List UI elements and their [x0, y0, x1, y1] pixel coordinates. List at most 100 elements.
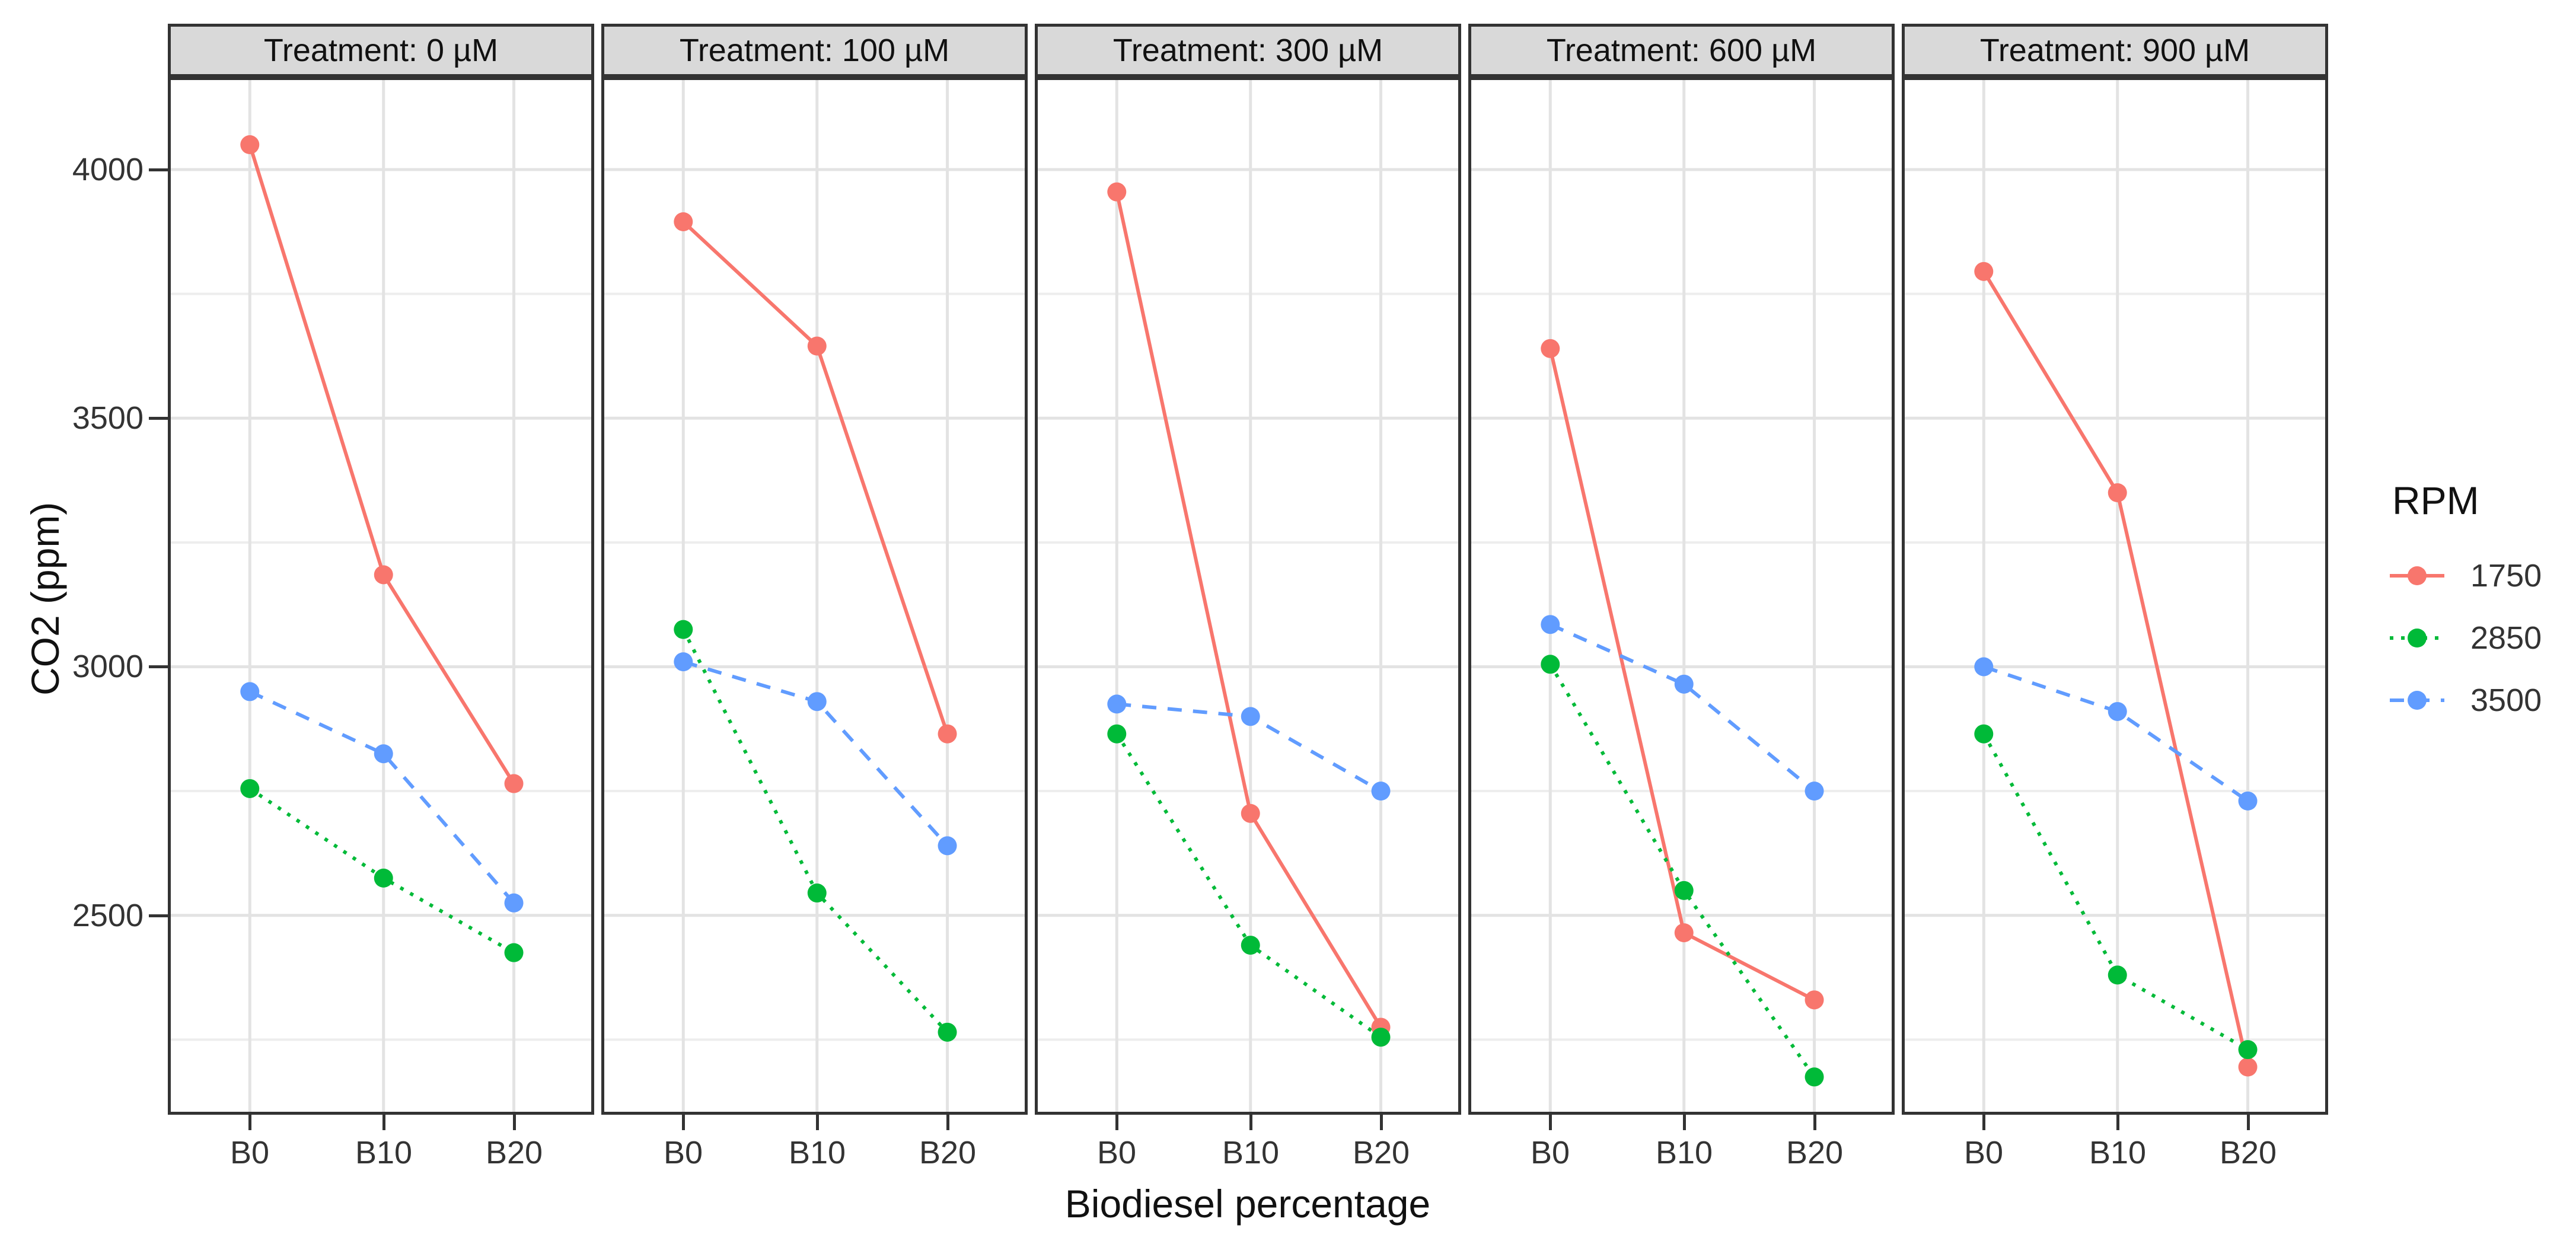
facet-strip: Treatment: 100 µM [601, 24, 1028, 77]
x-tick-label: B0 [1963, 1135, 2004, 1170]
series-line-1750 [682, 220, 949, 735]
legend-entry: 2850 [2384, 607, 2576, 669]
x-tick-mark [2247, 1115, 2250, 1130]
data-point-1750 [2108, 483, 2127, 502]
data-point-2850 [2108, 965, 2127, 985]
data-point-3500 [1674, 674, 1694, 694]
facet-strip: Treatment: 0 µM [168, 24, 594, 77]
data-point-2850 [240, 779, 260, 798]
data-point-2850 [374, 868, 393, 888]
legend-label: 3500 [2470, 682, 2542, 718]
facet-panel [1035, 77, 1461, 1115]
y-tick-mark [149, 168, 168, 171]
data-point-3500 [1371, 782, 1391, 801]
legend-key-point [2408, 690, 2427, 710]
data-point-2850 [2238, 1040, 2258, 1060]
series-line-3500 [683, 660, 949, 847]
legend-label: 2850 [2470, 620, 2542, 656]
facet-strip-label: Treatment: 900 µM [1979, 33, 2250, 68]
data-point-1750 [2238, 1057, 2258, 1077]
x-tick-mark [248, 1115, 251, 1130]
data-point-2850 [1805, 1067, 1824, 1087]
legend-entry: 1750 [2384, 544, 2576, 607]
x-tick-mark [1115, 1115, 1118, 1130]
x-tick-label: B10 [2089, 1135, 2147, 1170]
y-tick-label: 3000 [72, 649, 144, 684]
y-tick-mark [149, 417, 168, 420]
data-point-2850 [1974, 724, 1994, 744]
data-point-3500 [1974, 657, 1994, 677]
data-point-3500 [2238, 791, 2258, 811]
data-point-2850 [1674, 881, 1694, 900]
series-line-2850 [681, 629, 949, 1034]
x-tick-label: B0 [1096, 1135, 1137, 1170]
data-point-1750 [240, 135, 260, 155]
x-tick-label: B20 [1352, 1135, 1410, 1170]
series-line-1750 [1982, 270, 2250, 1068]
facet-strip-label: Treatment: 300 µM [1112, 33, 1383, 68]
series-line-2850 [1982, 733, 2249, 1051]
series-line-1750 [1115, 192, 1383, 1029]
x-tick-mark [382, 1115, 385, 1130]
facet-panel [1902, 77, 2328, 1115]
x-tick-label: B10 [1655, 1135, 1713, 1170]
facet-plot [1471, 80, 1892, 1112]
data-point-2850 [1371, 1028, 1391, 1047]
x-tick-mark [1249, 1115, 1252, 1130]
facet-plot [171, 80, 591, 1112]
data-point-1750 [504, 774, 524, 793]
legend-title: RPM [2392, 479, 2479, 522]
data-point-1750 [1805, 990, 1824, 1010]
data-point-1750 [1541, 339, 1560, 358]
facet-strip: Treatment: 600 µM [1468, 24, 1895, 77]
legend-entries: 1750 2850 3500 [2384, 544, 2576, 731]
legend-key-3500-icon [2390, 690, 2444, 710]
data-point-2850 [807, 883, 827, 903]
facet-strip: Treatment: 300 µM [1035, 24, 1461, 77]
data-point-3500 [374, 744, 393, 764]
data-point-2850 [674, 620, 693, 639]
legend-label: 1750 [2470, 557, 2542, 594]
x-tick-label: B0 [1530, 1135, 1570, 1170]
x-axis-title: Biodiesel percentage [1064, 1182, 1431, 1226]
data-point-3500 [240, 682, 260, 701]
y-tick-label: 3500 [72, 400, 144, 436]
legend-entry: 3500 [2384, 669, 2576, 731]
x-tick-mark [1683, 1115, 1686, 1130]
data-point-1750 [1241, 803, 1260, 823]
legend-key-point [2408, 566, 2427, 585]
y-axis-title: CO2 (ppm) [23, 502, 67, 696]
data-point-3500 [1541, 615, 1560, 634]
legend-key-1750-icon [2390, 566, 2444, 585]
facet-strip: Treatment: 900 µM [1902, 24, 2328, 77]
data-point-2850 [504, 943, 524, 962]
facet-strip-label: Treatment: 0 µM [263, 33, 499, 68]
data-point-3500 [1805, 782, 1824, 801]
legend-key-2850-icon [2390, 628, 2444, 647]
x-tick-label: B10 [788, 1135, 846, 1170]
facet-strip-label: Treatment: 600 µM [1546, 33, 1817, 68]
x-tick-label: B20 [1786, 1135, 1844, 1170]
x-tick-mark [2116, 1115, 2119, 1130]
series-line-2850 [1548, 663, 1816, 1079]
x-tick-label: B20 [919, 1135, 977, 1170]
series-line-3500 [1550, 623, 1816, 793]
x-tick-label: B10 [1222, 1135, 1280, 1170]
series-line-3500 [1983, 665, 2249, 803]
series-line-1750 [248, 144, 516, 785]
data-point-3500 [1241, 707, 1260, 726]
facet-panel [168, 77, 594, 1115]
facet-strip-label: Treatment: 100 µM [679, 33, 950, 68]
facet-panel [1468, 77, 1895, 1115]
data-point-3500 [938, 836, 957, 856]
x-tick-label: B20 [485, 1135, 543, 1170]
data-point-3500 [2108, 701, 2127, 721]
data-point-1750 [938, 724, 957, 744]
x-tick-label: B0 [229, 1135, 270, 1170]
legend-key-point [2408, 628, 2427, 647]
x-tick-mark [1549, 1115, 1552, 1130]
data-point-2850 [1541, 655, 1560, 674]
data-point-3500 [807, 692, 827, 712]
data-point-2850 [938, 1022, 957, 1042]
y-tick-label: 2500 [72, 898, 144, 933]
